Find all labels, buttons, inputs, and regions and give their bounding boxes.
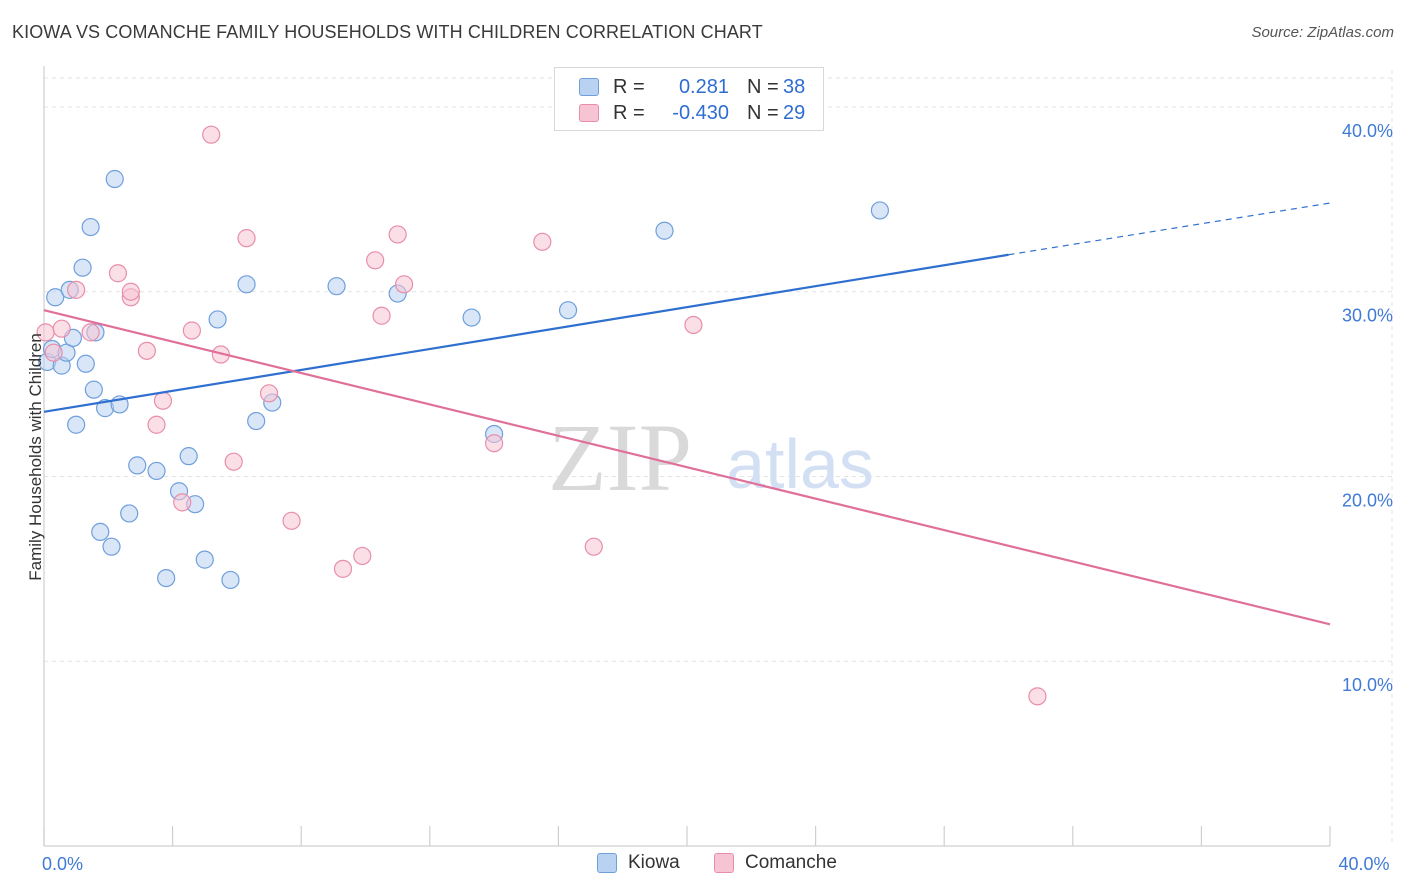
grid-lines — [44, 70, 1393, 846]
tick-labels: 10.0% 20.0% 30.0% 40.0% 0.0% 40.0% — [42, 121, 1393, 874]
legend-row-comanche: R = -0.430 N = 29 — [579, 101, 805, 125]
comanche-point — [182, 321, 201, 340]
kiowa-swatch — [579, 78, 599, 96]
kiowa-point — [84, 380, 103, 399]
kiowa-point — [870, 201, 890, 220]
comanche-point — [485, 434, 504, 453]
watermark-zip: ZIP — [548, 404, 692, 511]
kiowa-legend-swatch — [597, 853, 617, 873]
kiowa-trend-line — [43, 253, 1009, 413]
comanche-point — [584, 537, 603, 556]
comanche-point — [202, 125, 221, 144]
comanche-r-value: -0.430 — [672, 101, 729, 124]
x-tick-label: 40.0% — [1338, 854, 1389, 874]
axes — [43, 66, 1331, 847]
y-axis-label: Family Households with Children — [26, 333, 45, 581]
x-tick-label: 0.0% — [42, 854, 83, 874]
comanche-point — [81, 323, 100, 342]
legend-item-comanche[interactable]: Comanche — [714, 852, 837, 874]
kiowa-point — [102, 537, 121, 556]
comanche-point — [259, 384, 279, 403]
y-tick-label: 30.0% — [1342, 306, 1393, 326]
comanche-point — [108, 264, 128, 283]
legend-item-kiowa[interactable]: Kiowa — [597, 852, 680, 874]
series-legend: Kiowa Comanche — [0, 852, 1406, 876]
comanche-point — [366, 251, 385, 270]
legend-row-kiowa: R = 0.281 N = 38 — [579, 75, 805, 99]
comanche-legend-label: Comanche — [745, 852, 837, 873]
kiowa-point — [105, 169, 124, 189]
kiowa-legend-label: Kiowa — [628, 852, 680, 873]
comanche-point — [333, 559, 353, 578]
kiowa-point — [76, 354, 95, 373]
n-label: N = — [747, 101, 779, 124]
kiowa-point — [67, 415, 86, 434]
comanche-point — [173, 493, 192, 512]
r-label: R = — [613, 75, 645, 98]
comanche-point — [67, 280, 86, 299]
kiowa-point — [120, 504, 139, 523]
comanche-point — [282, 511, 301, 530]
source-label: Source: ZipAtlas.com — [1251, 24, 1394, 41]
comanche-point — [372, 306, 391, 325]
comanche-point — [121, 282, 140, 301]
y-tick-label: 10.0% — [1342, 675, 1393, 695]
trend-lines — [43, 202, 1331, 626]
comanche-point — [1028, 687, 1047, 706]
kiowa-n-value: 38 — [783, 75, 806, 98]
watermark-atlas: atlas — [726, 425, 874, 503]
comanche-n-value: 29 — [783, 101, 806, 124]
data-points — [36, 125, 1047, 706]
comanche-point — [44, 343, 63, 362]
comanche-point — [153, 391, 173, 410]
y-tick-label: 40.0% — [1342, 121, 1393, 141]
comanche-point — [147, 415, 166, 434]
kiowa-point — [179, 447, 198, 466]
chart-title: KIOWA VS COMANCHE FAMILY HOUSEHOLDS WITH… — [12, 22, 763, 42]
comanche-point — [684, 315, 703, 335]
stats-legend: R = 0.281 N = 38 R = -0.430 N = 29 — [554, 67, 824, 131]
kiowa-point — [147, 461, 166, 481]
comanche-trend-line — [43, 309, 1331, 626]
kiowa-point — [157, 568, 176, 588]
kiowa-point — [655, 221, 674, 240]
kiowa-point — [237, 275, 256, 294]
kiowa-point — [462, 308, 481, 327]
r-label: R = — [613, 101, 645, 124]
kiowa-point — [327, 277, 346, 296]
comanche-point — [394, 275, 414, 294]
y-tick-label: 20.0% — [1342, 490, 1393, 510]
kiowa-point — [128, 456, 147, 475]
comanche-legend-swatch — [714, 853, 734, 873]
comanche-point — [388, 225, 407, 244]
comanche-point — [353, 546, 372, 566]
comanche-point — [137, 341, 156, 360]
kiowa-trend-extension — [1008, 202, 1331, 256]
kiowa-point — [46, 288, 65, 307]
comanche-point — [533, 232, 552, 251]
watermark: ZIP atlas — [548, 404, 874, 511]
kiowa-point — [247, 411, 266, 431]
kiowa-point — [221, 570, 240, 590]
comanche-point — [224, 452, 243, 471]
kiowa-point — [208, 310, 227, 329]
kiowa-point — [91, 522, 110, 542]
kiowa-point — [73, 258, 92, 277]
comanche-swatch — [579, 104, 599, 122]
kiowa-point — [558, 301, 578, 320]
comanche-point — [52, 319, 71, 338]
kiowa-r-value: 0.281 — [678, 75, 729, 98]
comanche-point — [237, 229, 256, 248]
kiowa-point — [81, 217, 100, 237]
kiowa-point — [195, 550, 214, 569]
n-label: N = — [747, 75, 779, 98]
